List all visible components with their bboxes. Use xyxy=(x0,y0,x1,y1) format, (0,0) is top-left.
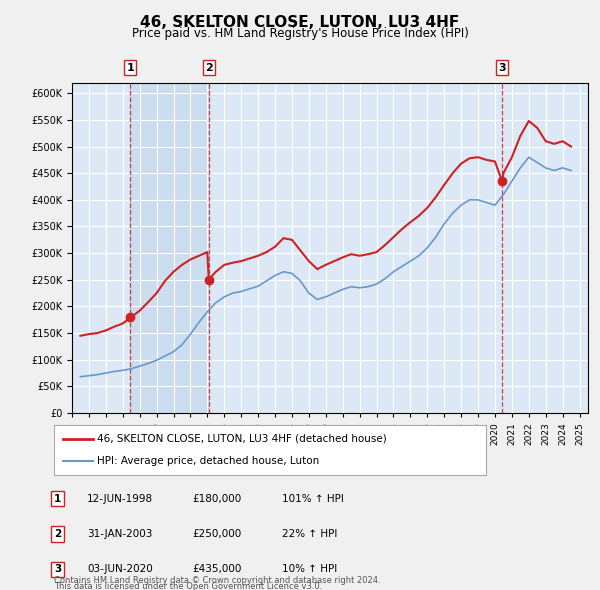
Text: 46, SKELTON CLOSE, LUTON, LU3 4HF (detached house): 46, SKELTON CLOSE, LUTON, LU3 4HF (detac… xyxy=(97,434,387,444)
Text: 03-JUN-2020: 03-JUN-2020 xyxy=(87,565,153,574)
Text: Price paid vs. HM Land Registry's House Price Index (HPI): Price paid vs. HM Land Registry's House … xyxy=(131,27,469,40)
Text: 3: 3 xyxy=(498,63,506,73)
Text: £180,000: £180,000 xyxy=(192,494,241,503)
Text: 101% ↑ HPI: 101% ↑ HPI xyxy=(282,494,344,503)
Text: 2: 2 xyxy=(54,529,61,539)
Text: Contains HM Land Registry data © Crown copyright and database right 2024.: Contains HM Land Registry data © Crown c… xyxy=(54,576,380,585)
Text: 2: 2 xyxy=(205,63,212,73)
Text: 12-JUN-1998: 12-JUN-1998 xyxy=(87,494,153,503)
Text: £250,000: £250,000 xyxy=(192,529,241,539)
Text: 46, SKELTON CLOSE, LUTON, LU3 4HF: 46, SKELTON CLOSE, LUTON, LU3 4HF xyxy=(140,15,460,30)
Text: 3: 3 xyxy=(54,565,61,574)
Text: This data is licensed under the Open Government Licence v3.0.: This data is licensed under the Open Gov… xyxy=(54,582,322,590)
Text: 1: 1 xyxy=(127,63,134,73)
Text: 1: 1 xyxy=(54,494,61,503)
Text: 31-JAN-2003: 31-JAN-2003 xyxy=(87,529,152,539)
Bar xyxy=(130,83,209,413)
Text: HPI: Average price, detached house, Luton: HPI: Average price, detached house, Luto… xyxy=(97,456,319,466)
Text: £435,000: £435,000 xyxy=(192,565,241,574)
Text: 10% ↑ HPI: 10% ↑ HPI xyxy=(282,565,337,574)
Text: 22% ↑ HPI: 22% ↑ HPI xyxy=(282,529,337,539)
